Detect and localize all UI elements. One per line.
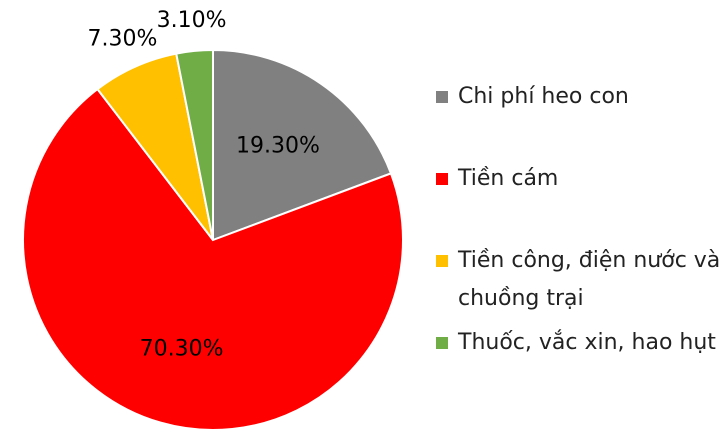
legend-label: Thuốc, vắc xin, hao hụt	[458, 330, 716, 355]
legend-item: Thuốc, vắc xin, hao hụt	[436, 324, 721, 362]
pie-slice	[212, 48, 393, 242]
legend-swatch	[436, 255, 448, 267]
pie-slice	[175, 48, 214, 241]
legend-item: Tiền công, điện nước và chuồng trại	[436, 242, 721, 318]
pie-slice	[22, 87, 404, 430]
legend-label: Tiền công, điện nước và chuồng trại	[458, 248, 721, 311]
legend-label: Chi phí heo con	[458, 84, 629, 109]
data-label: 3.10%	[157, 8, 227, 33]
legend-item: Tiền cám	[436, 160, 721, 198]
legend-swatch	[436, 91, 448, 103]
data-label: 70.30%	[140, 337, 224, 362]
legend-label: Tiền cám	[458, 166, 559, 191]
legend-swatch	[436, 337, 448, 349]
data-label: 7.30%	[88, 26, 158, 51]
legend-swatch	[436, 173, 448, 185]
legend-item: Chi phí heo con	[436, 78, 721, 116]
legend: Chi phí heo con Tiền cám Tiền công, điện n…	[436, 78, 721, 368]
data-label: 19.30%	[236, 133, 320, 158]
